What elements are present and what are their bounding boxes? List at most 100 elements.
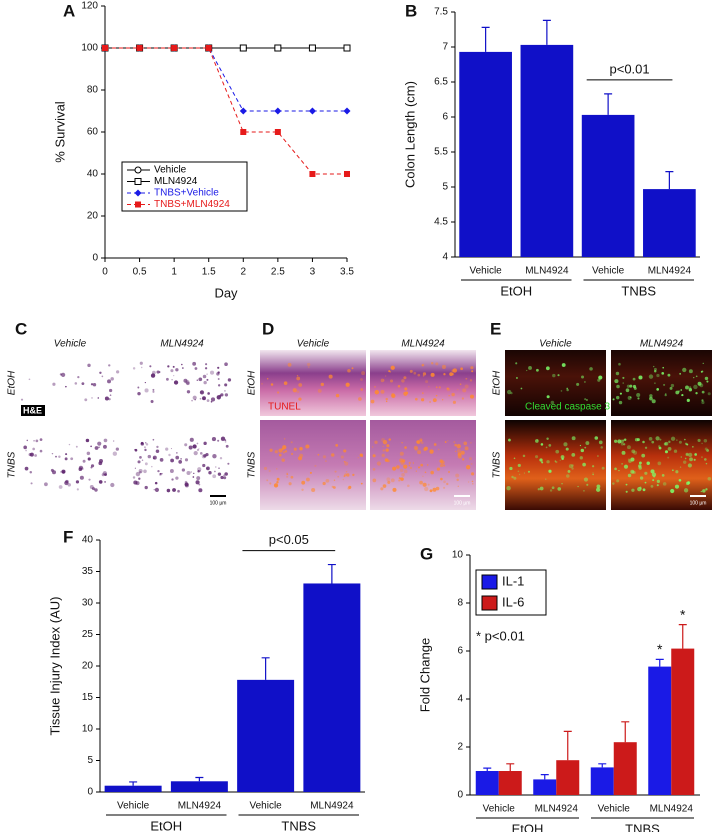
micrograph-texture	[292, 388, 297, 393]
micrograph-texture	[517, 463, 521, 468]
micrograph-texture	[217, 377, 220, 380]
micrograph-texture	[517, 470, 520, 473]
micrograph-texture	[685, 385, 689, 390]
micrograph-texture	[196, 476, 201, 481]
micrograph-texture	[360, 482, 363, 485]
micrograph-texture	[557, 374, 560, 377]
micrograph-texture	[33, 440, 35, 442]
micrograph-texture	[104, 473, 107, 477]
panel-label: D	[262, 319, 274, 338]
micrograph-texture	[520, 387, 523, 390]
micrograph-texture	[155, 449, 160, 453]
y-tick-label: 7	[442, 42, 448, 53]
legend-label: IL-1	[502, 573, 524, 588]
micrograph-texture	[528, 366, 532, 370]
micrograph-texture	[616, 479, 620, 483]
micrograph-texture	[224, 393, 229, 397]
micrograph-texture	[539, 458, 543, 462]
micrograph-texture	[181, 367, 184, 369]
micrograph-texture	[139, 471, 142, 474]
micrograph-texture	[398, 477, 401, 480]
micrograph-texture	[614, 379, 619, 384]
micrograph-texture	[622, 439, 625, 442]
micrograph-texture	[194, 399, 196, 401]
micrograph-texture	[695, 392, 698, 395]
marker	[344, 171, 350, 177]
micrograph-texture	[166, 377, 169, 381]
micrograph-texture	[678, 478, 682, 482]
micrograph-texture	[171, 378, 173, 381]
x-tick-label: 1	[171, 267, 177, 278]
micrograph-texture	[166, 488, 171, 493]
micrograph-texture	[679, 466, 682, 468]
micrograph-texture	[23, 445, 27, 450]
y-tick-label: 80	[87, 85, 99, 96]
micrograph-texture	[644, 446, 648, 449]
micrograph-texture	[704, 376, 709, 381]
micrograph-texture	[560, 455, 565, 459]
micrograph-texture	[673, 449, 678, 453]
legend-marker	[134, 166, 142, 174]
micrograph-texture	[583, 490, 585, 492]
y-tick-label: 0	[457, 790, 463, 801]
micrograph-texture	[102, 471, 107, 476]
micrograph-texture	[171, 478, 174, 481]
y-axis-title: Tissue Injury Index (AU)	[47, 597, 62, 736]
micrograph-texture	[55, 455, 57, 458]
micrograph-texture	[288, 482, 292, 486]
micrograph-texture	[104, 396, 109, 401]
legend-marker	[134, 178, 142, 185]
micrograph-texture	[697, 438, 701, 443]
micrograph-texture	[596, 484, 601, 489]
micrograph-texture	[149, 365, 152, 368]
micrograph-texture	[705, 488, 708, 491]
micrograph-texture	[385, 448, 389, 452]
micrograph-texture	[97, 441, 102, 446]
marker	[205, 45, 212, 51]
column-header: Vehicle	[539, 339, 572, 350]
micrograph-texture	[625, 483, 628, 486]
micrograph-texture	[273, 483, 279, 488]
micrograph-texture	[227, 462, 230, 465]
micrograph-texture	[202, 463, 206, 468]
micrograph-texture	[204, 367, 208, 370]
row-label: TNBS	[492, 451, 503, 478]
micrograph-texture	[90, 464, 95, 468]
micrograph-texture	[692, 446, 694, 448]
micrograph-texture	[150, 373, 156, 378]
micrograph-texture	[223, 476, 227, 480]
micrograph-texture	[422, 392, 424, 394]
micrograph-texture	[675, 470, 679, 474]
marker	[274, 107, 282, 115]
micrograph-texture	[390, 478, 395, 483]
micrograph-texture	[600, 446, 603, 449]
micrograph-texture	[154, 481, 158, 485]
micrograph-texture	[401, 473, 405, 477]
micrograph-texture	[705, 462, 708, 465]
legend-swatch	[481, 595, 498, 611]
micrograph-texture	[446, 482, 449, 486]
y-tick-label: 25	[82, 629, 94, 640]
micrograph-texture	[348, 485, 352, 489]
micrograph-texture	[380, 389, 385, 394]
micrograph-texture	[278, 448, 283, 453]
micrograph-texture	[561, 363, 566, 367]
micrograph-texture	[94, 488, 98, 492]
micrograph-texture	[663, 383, 666, 386]
micrograph-texture	[432, 398, 437, 403]
column-header: MLN4924	[401, 339, 445, 350]
x-tick-label: 0	[102, 267, 108, 278]
micrograph-texture	[112, 440, 115, 442]
micrograph-texture	[343, 461, 346, 463]
micrograph-texture	[145, 442, 147, 444]
micrograph-texture	[382, 440, 388, 445]
micrograph-texture	[416, 440, 421, 445]
micrograph-texture	[470, 366, 474, 370]
micrograph-texture	[360, 388, 364, 391]
micrograph-texture	[206, 399, 210, 403]
micrograph-texture	[134, 448, 138, 452]
bar	[303, 583, 361, 792]
legend-label: TNBS+MLN4924	[154, 199, 230, 210]
micrograph-texture	[199, 397, 202, 400]
annotation: p<0.01	[610, 61, 650, 76]
